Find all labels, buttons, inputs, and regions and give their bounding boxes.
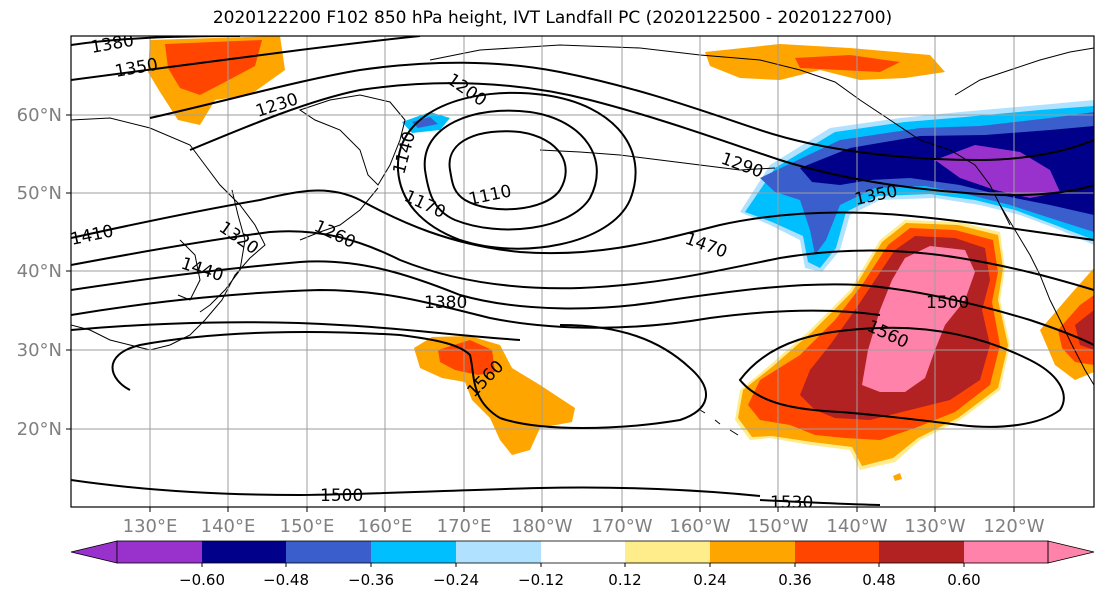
lon-label: 130°W bbox=[904, 516, 965, 537]
coast-namerica bbox=[999, 204, 1094, 386]
shade-coast-red bbox=[1058, 295, 1094, 365]
coast-bc bbox=[954, 47, 1094, 96]
contour-1500 bbox=[71, 479, 761, 497]
contour-6 bbox=[71, 230, 1094, 291]
lon-label: 180°W bbox=[511, 516, 572, 537]
coast-japan bbox=[199, 189, 246, 313]
contour-low-inner bbox=[448, 130, 567, 211]
map-content: 1380 1350 1230 1200 1140 1170 1110 1290 … bbox=[71, 36, 1094, 513]
shade-ne-purple bbox=[935, 145, 1060, 198]
contour-7 bbox=[71, 260, 1094, 346]
colorbar-tick-label: 0.24 bbox=[693, 571, 726, 589]
lon-label: 170°E bbox=[437, 516, 492, 537]
lon-label: 160°W bbox=[669, 516, 730, 537]
shade-coast-darkred bbox=[1075, 310, 1094, 350]
colorbar-segment bbox=[286, 541, 371, 563]
contour-label: 1500 bbox=[926, 293, 969, 313]
lat-label: 40°N bbox=[17, 261, 62, 282]
lon-label: 120°W bbox=[983, 516, 1044, 537]
contour-label: 1530 bbox=[770, 493, 813, 513]
colorbar-segment bbox=[541, 541, 625, 563]
contour-4 bbox=[189, 82, 1094, 197]
colorbar: −0.60 −0.48 −0.36 −0.24 −0.12 0.12 0.24 … bbox=[70, 540, 1095, 589]
contour-8 bbox=[71, 288, 881, 329]
coast-hawaii bbox=[699, 409, 739, 436]
contour-1560-east bbox=[738, 326, 1065, 428]
contour-label: 1380 bbox=[424, 293, 467, 313]
contour-5 bbox=[71, 189, 1094, 255]
lat-label: 30°N bbox=[17, 340, 62, 361]
colorbar-segment bbox=[625, 541, 710, 563]
colorbar-segment bbox=[879, 541, 964, 563]
colorbar-tick-label: −0.36 bbox=[348, 571, 394, 589]
shade-nw-red bbox=[165, 40, 262, 95]
colorbar-tick-label: 0.48 bbox=[862, 571, 895, 589]
lon-label: 150°W bbox=[747, 516, 808, 537]
colorbar-segment bbox=[117, 541, 202, 563]
contour-9 bbox=[71, 321, 521, 341]
colorbar-segment bbox=[371, 541, 456, 563]
shade-small-orange bbox=[893, 473, 902, 481]
colorbar-tick-label: −0.12 bbox=[518, 571, 564, 589]
contour-label: 1500 bbox=[320, 486, 363, 506]
axis-ticks bbox=[66, 114, 1015, 512]
lon-label: 160°E bbox=[358, 516, 413, 537]
colorbar-tick-label: −0.60 bbox=[179, 571, 225, 589]
contour-3 bbox=[149, 61, 1094, 162]
lon-label: 130°E bbox=[123, 516, 178, 537]
colorbar-segment bbox=[964, 541, 1048, 563]
colorbar-extend-high bbox=[1047, 540, 1095, 564]
latitude-labels: 60°N 50°N 40°N 30°N 20°N bbox=[17, 105, 62, 440]
contour-low-2 bbox=[423, 109, 598, 231]
height-contours bbox=[71, 36, 1094, 506]
coastlines bbox=[71, 44, 1094, 436]
colorbar-tick-label: 0.36 bbox=[778, 571, 811, 589]
shade-kamchatka-blue2 bbox=[412, 117, 438, 128]
colorbar-segment bbox=[456, 541, 541, 563]
shade-central-red bbox=[438, 340, 495, 375]
colorbar-tick-label: −0.48 bbox=[263, 571, 309, 589]
lat-label: 50°N bbox=[17, 183, 62, 204]
colorbar-segment bbox=[795, 541, 879, 563]
colorbar-segment bbox=[710, 541, 795, 563]
ivt-shading bbox=[148, 36, 1094, 481]
shade-alaska-red bbox=[795, 55, 900, 72]
contour-1530 bbox=[759, 499, 881, 506]
map-title: 2020122200 F102 850 hPa height, IVT Land… bbox=[212, 8, 893, 28]
colorbar-frame bbox=[116, 540, 1049, 564]
lat-label: 60°N bbox=[17, 105, 62, 126]
gridlines bbox=[71, 36, 1094, 507]
lon-label: 170°W bbox=[591, 516, 652, 537]
lat-label: 20°N bbox=[17, 419, 62, 440]
lon-label: 150°E bbox=[280, 516, 335, 537]
longitude-labels: 130°E 140°E 150°E 160°E 170°E 180°W 170°… bbox=[123, 516, 1045, 537]
shade-plume-pink bbox=[862, 246, 975, 392]
colorbar-tick-label: 0.60 bbox=[947, 571, 980, 589]
colorbar-segment bbox=[202, 541, 286, 563]
lon-label: 140°W bbox=[826, 516, 887, 537]
colorbar-tick-label: 0.12 bbox=[608, 571, 641, 589]
coast-aleutians bbox=[539, 149, 776, 171]
colorbar-tick-label: −0.24 bbox=[433, 571, 479, 589]
coast-kamchatka bbox=[298, 94, 406, 186]
lon-label: 140°E bbox=[201, 516, 256, 537]
contour-low-3 bbox=[396, 91, 637, 250]
coast-alaska bbox=[429, 44, 1011, 226]
contour-1560-loop bbox=[111, 324, 707, 429]
colorbar-extend-low bbox=[70, 540, 118, 564]
contour-2 bbox=[71, 36, 421, 81]
